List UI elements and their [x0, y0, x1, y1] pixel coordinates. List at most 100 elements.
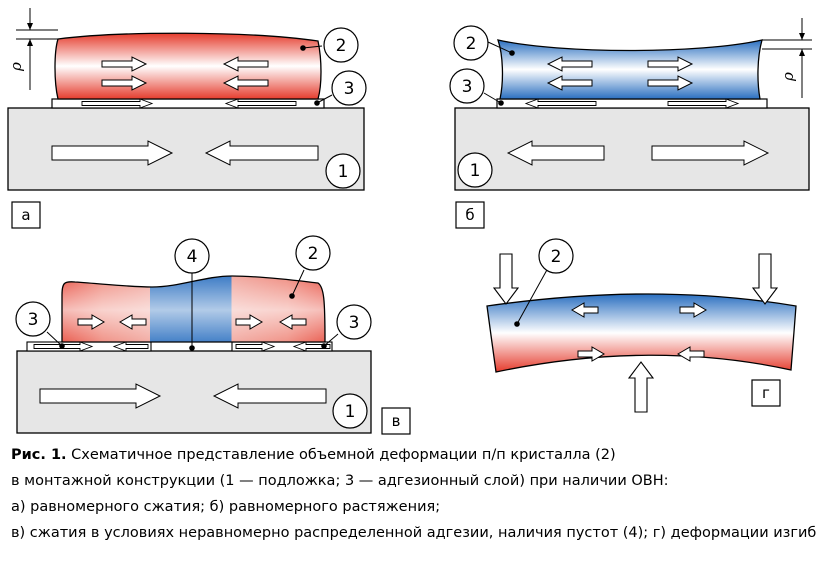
rho-arrowhead-bottom-a: [27, 39, 33, 46]
arrow-v-substrate-2: [212, 383, 327, 409]
leader-2-v: [291, 269, 305, 297]
leader-3-b: [483, 92, 502, 104]
crystal-v: [61, 275, 326, 343]
callout-2-v-text: 2: [308, 244, 319, 264]
panel-label-g: [751, 379, 781, 407]
figure-diagram: ρ 2 3 1 а ρ: [7, 8, 812, 435]
caption-line-1: Рис. 1. Схематичное представление объемн…: [11, 442, 811, 468]
arrow-a-substrate-1: [51, 140, 174, 166]
crystal-b: [497, 39, 763, 100]
crystal-v-fill: [62, 276, 325, 342]
arrow-v-crystal-4: [279, 314, 307, 330]
callout-3-v-left: [15, 301, 51, 337]
callout-1-v-text: 1: [345, 402, 356, 422]
panel-label-a: [11, 201, 41, 229]
force-arrow-g-left: [492, 253, 520, 305]
panel-g: 2 г: [486, 238, 797, 413]
callout-3-a-text: 3: [344, 79, 355, 99]
callout-2-b: [453, 25, 489, 61]
leader-dot-2-g: [514, 321, 520, 327]
leader-3-v-right: [323, 333, 339, 347]
arrow-v-crystal-1: [77, 314, 105, 330]
rho-label-a: ρ: [7, 62, 25, 72]
arrow-a-crystal-1: [101, 56, 148, 72]
arrow-v-substrate-1: [39, 383, 162, 409]
leader-2-g: [516, 267, 549, 325]
caption-line-3: а) равномерного сжатия; б) равномерного …: [11, 499, 441, 515]
arrow-b-crystal-4: [647, 75, 694, 91]
callout-3-a: [331, 70, 367, 106]
callout-1-b: [457, 152, 493, 188]
callout-2-a: [323, 27, 359, 63]
leader-dot-4-v: [189, 345, 195, 351]
leader-dot-2-v: [289, 293, 295, 299]
panel-label-b: [455, 201, 485, 229]
figure-caption: Рис. 1. Схематичное представление объемн…: [11, 442, 817, 546]
leader-2-b: [487, 41, 513, 54]
caption-line-4: в) сжатия в условиях неравномерно распре…: [11, 525, 817, 541]
callout-2-b-text: 2: [466, 34, 477, 54]
arrow-g-top-2: [679, 302, 707, 318]
callout-1-b-text: 1: [470, 161, 481, 181]
callout-1-v: [332, 393, 368, 429]
arrow-v-adhesive-4: [292, 341, 331, 352]
arrow-v-crystal-3: [235, 314, 263, 330]
callout-3-b: [449, 68, 485, 104]
leader-dot-3-b: [498, 100, 504, 106]
callout-4-v-text: 4: [187, 247, 198, 267]
leader-dot-2-a: [300, 45, 306, 51]
arrow-a-crystal-3: [101, 75, 148, 91]
arrow-a-crystal-2: [222, 56, 269, 72]
leader-dot-2-b: [509, 50, 515, 56]
arrow-b-substrate-2: [651, 140, 770, 166]
leader-3-a: [316, 94, 333, 104]
force-arrow-g-right: [751, 253, 779, 305]
callout-2-g-text: 2: [551, 247, 562, 267]
arrow-b-crystal-2: [647, 56, 694, 72]
callout-1-a: [325, 153, 361, 189]
arrow-b-adhesive-1: [524, 98, 597, 109]
leader-3-v-left: [46, 331, 63, 347]
callout-3-b-text: 3: [462, 77, 473, 97]
panel-v: 2 4 3 3 1 в: [15, 235, 411, 435]
arrow-b-crystal-3: [546, 75, 593, 91]
rho-arrowhead-top-b: [799, 33, 805, 40]
panel-a: ρ 2 3 1 а: [7, 8, 367, 229]
arrow-v-adhesive-2: [112, 341, 149, 352]
leader-dot-3-a: [314, 100, 320, 106]
arrow-v-crystal-2: [119, 314, 147, 330]
force-arrow-g-center: [627, 361, 655, 413]
arrow-g-top-1: [571, 302, 599, 318]
leader-dot-3-v-left: [59, 343, 65, 349]
arrow-b-substrate-1: [506, 140, 605, 166]
callout-1-a-text: 1: [338, 162, 349, 182]
leader-dot-3-v-right: [321, 343, 327, 349]
caption-line-2: в монтажной конструкции (1 — подложка; 3…: [11, 473, 669, 489]
crystal-a: [54, 32, 322, 100]
panel-label-a-text: а: [21, 206, 30, 224]
callout-2-v: [295, 235, 331, 271]
arrow-a-substrate-2: [204, 140, 319, 166]
caption-line-1-text: Схематичное представление объемной дефор…: [71, 447, 616, 463]
arrow-v-adhesive-3: [235, 341, 276, 352]
rho-arrowhead-top-a: [27, 23, 33, 30]
panel-label-v: [381, 407, 411, 435]
arrow-b-adhesive-2: [667, 98, 740, 109]
rho-label-b: ρ: [779, 72, 797, 82]
callout-4-v: [174, 238, 210, 274]
panel-label-g-text: г: [762, 384, 770, 402]
arrow-a-crystal-4: [222, 75, 269, 91]
leader-2-a: [302, 45, 323, 49]
callout-3-v-left-text: 3: [28, 310, 39, 330]
callout-2-g: [538, 238, 574, 274]
rho-arrowhead-bottom-b: [799, 49, 805, 56]
callout-3-v-right-text: 3: [349, 313, 360, 333]
callout-2-a-text: 2: [336, 36, 347, 56]
panel-label-b-text: б: [465, 206, 474, 224]
crystal-g-bent: [486, 293, 797, 373]
panel-b: ρ 2 3 1 б: [449, 18, 812, 229]
arrow-g-bottom-2: [677, 346, 705, 362]
arrow-g-bottom-1: [577, 346, 605, 362]
arrow-b-crystal-1: [546, 56, 593, 72]
callout-3-v-right: [336, 304, 372, 340]
